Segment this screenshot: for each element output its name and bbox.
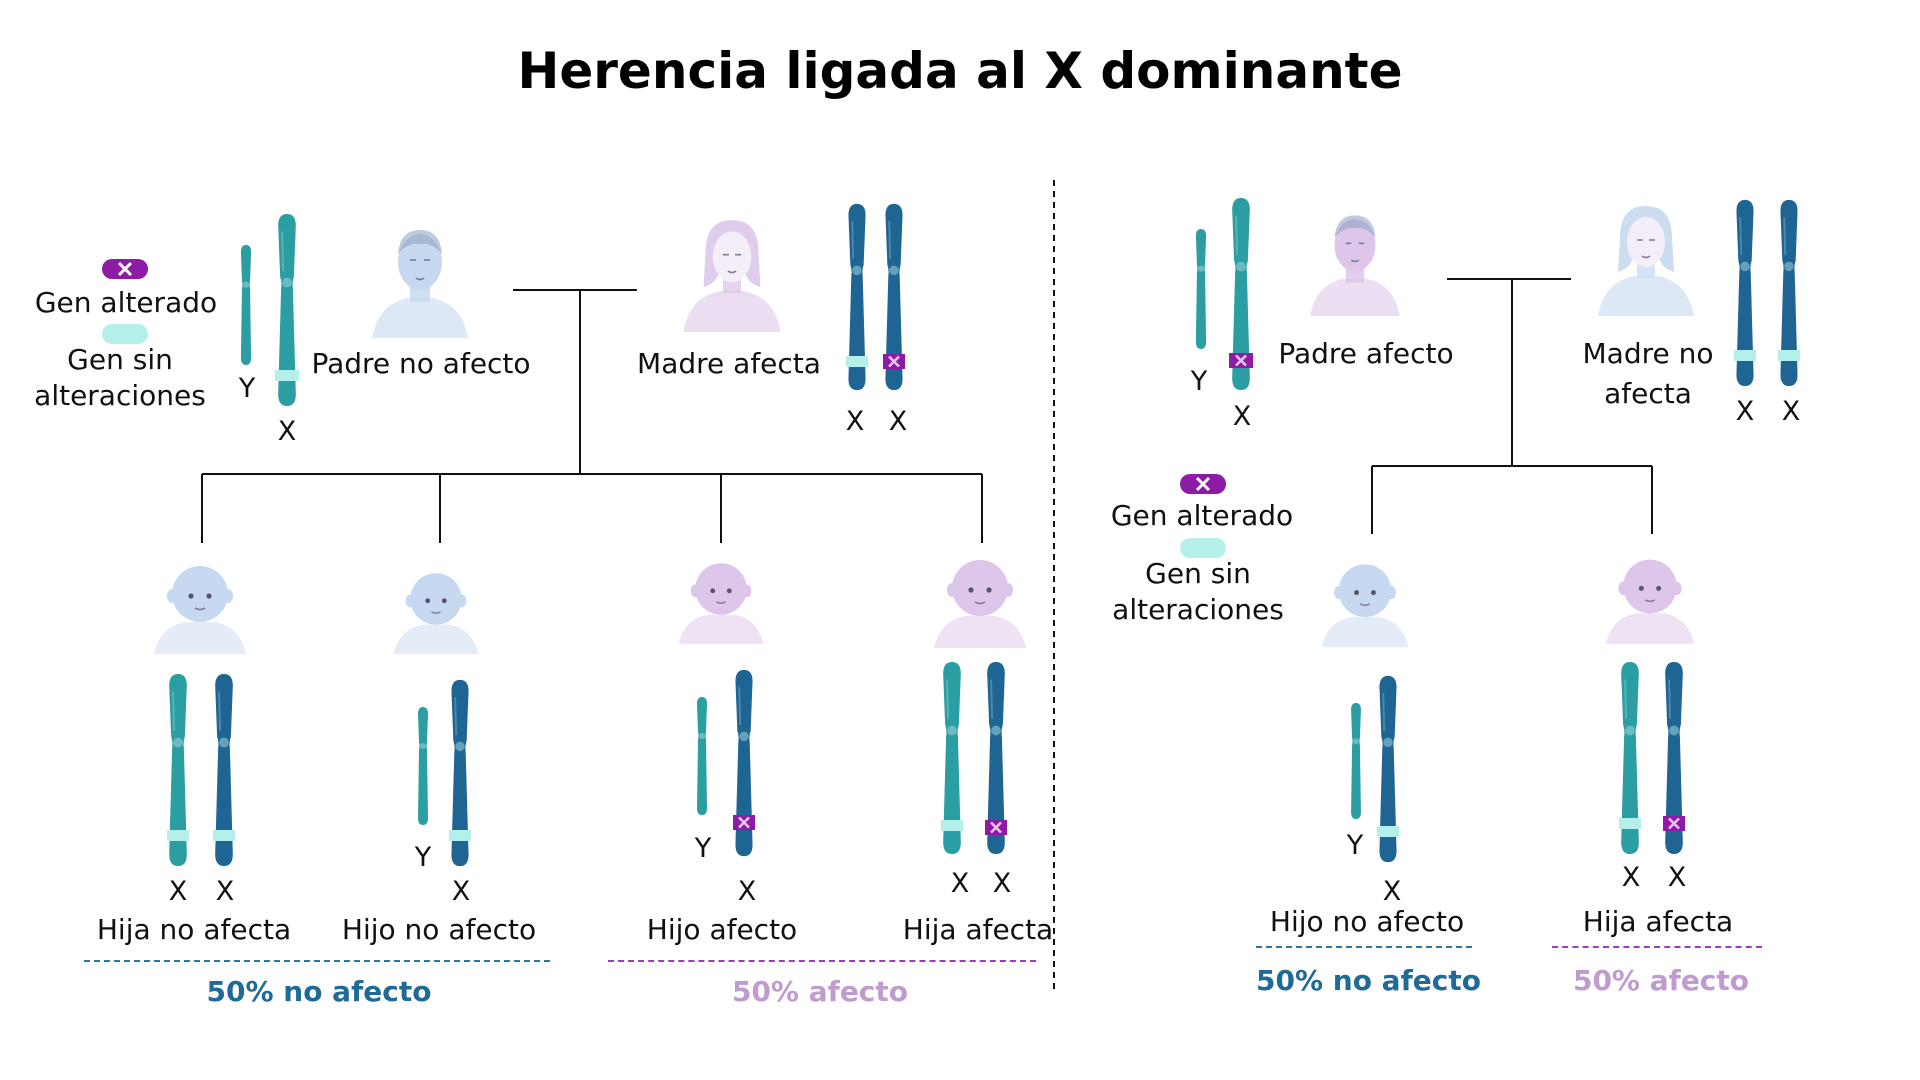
- left-child-3-chr-label-2: X: [738, 876, 757, 907]
- left-child-2-chr-label-2: X: [452, 876, 471, 907]
- right-mother-chr-label-1: X: [1736, 396, 1755, 427]
- left-father-chr-label-y: Y: [238, 373, 256, 404]
- right-child-1-chr-label-2: X: [1383, 876, 1402, 907]
- left-child-1-label: Hija no afecta: [96, 913, 292, 946]
- right-father-figure: [1309, 214, 1401, 318]
- left-child-3-label: Hijo afecto: [646, 913, 798, 946]
- right-father-chr-label-x: X: [1233, 401, 1252, 432]
- left-child-3-chr-label-1: Y: [694, 833, 712, 864]
- left-mother-label: Madre afecta: [637, 347, 821, 380]
- right-mother-figure: [1596, 204, 1696, 318]
- normal-gene-band: [1377, 826, 1399, 837]
- left-child-4-chr-label-2: X: [993, 868, 1012, 899]
- right-father-y-chromosome: [1195, 229, 1207, 349]
- left-father-chr-label-x: X: [278, 416, 297, 447]
- right-father-chr-label-y: Y: [1190, 366, 1208, 397]
- legend-right-normal-label-2: alteraciones: [1112, 593, 1284, 626]
- normal-gene-band: [275, 370, 299, 381]
- normal-gene-band: [1619, 818, 1641, 829]
- left-mother-chr-label-2: X: [889, 406, 908, 437]
- right-affected-divider: [1552, 946, 1762, 948]
- left-child-3-figure: [677, 562, 765, 645]
- legend-left-normal-label-1: Gen sin: [67, 343, 173, 376]
- diagram-title: Herencia ligada al X dominante: [517, 42, 1403, 100]
- left-unaffected-divider: [84, 960, 550, 962]
- normal-gene-band: [846, 356, 868, 367]
- left-child-2-y-chromosome: [418, 707, 428, 825]
- right-father-label: Padre afecto: [1278, 337, 1454, 370]
- legend-right-altered-icon: [1180, 474, 1226, 494]
- altered-gene-band: [733, 815, 755, 830]
- right-summary-unaffected: 50% no afecto: [1256, 964, 1481, 997]
- normal-gene-band: [449, 830, 471, 841]
- left-child-4-figure: [933, 559, 1027, 649]
- left-child-1-chr-label-1: X: [169, 876, 188, 907]
- left-father-figure: [370, 228, 470, 340]
- pedigree-lines: [201, 278, 1653, 543]
- legend-left-normal-label-2: alteraciones: [34, 379, 206, 412]
- altered-gene-band: [1229, 353, 1253, 368]
- left-child-3-y-chromosome: [697, 697, 707, 815]
- altered-gene-band: [1663, 816, 1685, 831]
- right-child-1-y-chromosome: [1351, 702, 1361, 820]
- right-child-2-chr-label-1: X: [1622, 862, 1641, 893]
- altered-gene-band: [985, 820, 1007, 835]
- right-summary-affected: 50% afecto: [1572, 964, 1750, 997]
- left-child-4-label: Hija afecta: [902, 913, 1054, 946]
- legend-right-altered-label: Gen alterado: [1110, 499, 1294, 532]
- left-child-1-chr-label-2: X: [216, 876, 235, 907]
- normal-gene-band: [213, 830, 235, 841]
- normal-gene-band: [167, 830, 189, 841]
- altered-gene-band: [883, 354, 905, 369]
- left-child-2-label: Hijo no afecto: [341, 913, 537, 946]
- right-mother-label-1: Madre no: [1582, 337, 1714, 370]
- legend-right-normal-icon: [1180, 538, 1226, 558]
- right-unaffected-divider: [1256, 946, 1472, 948]
- left-summary-affected: 50% afecto: [731, 975, 909, 1008]
- left-father-label: Padre no afecto: [311, 347, 531, 380]
- right-child-1-figure: [1321, 563, 1409, 648]
- normal-gene-band: [1734, 350, 1756, 361]
- legend-left-normal-icon: [102, 324, 148, 344]
- right-mother-chr-label-2: X: [1782, 396, 1801, 427]
- left-affected-divider: [608, 960, 1036, 962]
- right-child-1-label: Hijo no afecto: [1269, 905, 1465, 938]
- left-summary-unaffected: 50% no afecto: [206, 975, 432, 1008]
- left-child-2-chr-label-1: Y: [414, 842, 432, 873]
- left-mother-chr-label-1: X: [846, 406, 865, 437]
- legend-left-altered-label: Gen alterado: [34, 286, 218, 319]
- right-child-1-chr-label-1: Y: [1346, 830, 1364, 861]
- normal-gene-band: [941, 820, 963, 831]
- legend-right-normal-label-1: Gen sin: [1145, 557, 1251, 590]
- left-mother-figure: [682, 219, 782, 333]
- right-mother-label-2: afecta: [1604, 377, 1692, 410]
- left-child-1-figure: [153, 565, 247, 655]
- left-child-4-chr-label-1: X: [951, 868, 970, 899]
- left-child-2-figure: [392, 572, 480, 655]
- left-father-y-chromosome: [240, 245, 252, 365]
- right-child-2-figure: [1605, 558, 1695, 645]
- normal-gene-band: [1778, 350, 1800, 361]
- right-child-2-label: Hija afecta: [1582, 905, 1734, 938]
- legend-left-altered-icon: [102, 259, 148, 279]
- right-child-2-chr-label-2: X: [1668, 862, 1687, 893]
